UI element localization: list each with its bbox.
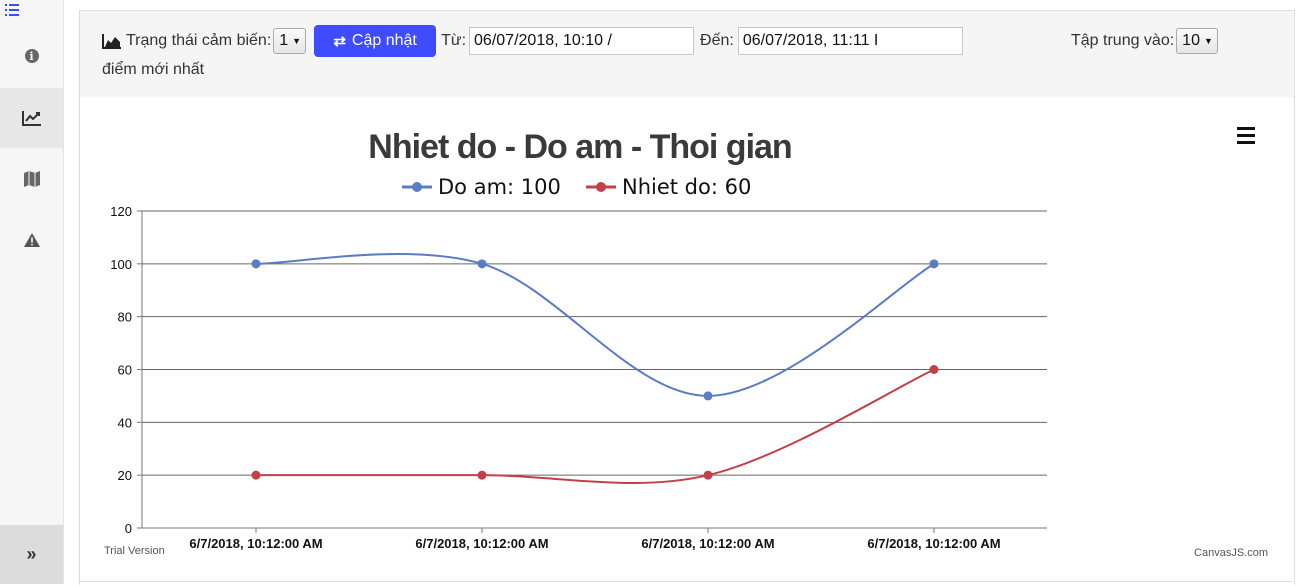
data-point <box>929 365 939 374</box>
data-point <box>703 391 713 401</box>
y-tick-label: 60 <box>118 363 132 378</box>
focus-select[interactable]: 10 ▼ <box>1176 28 1218 54</box>
list-ordered-icon[interactable] <box>4 2 24 22</box>
hamburger-icon-bar <box>1237 141 1255 144</box>
caret-down-icon: ▼ <box>1203 36 1213 46</box>
update-button-label: Cập nhật <box>351 32 417 49</box>
from-date-value: 06/07/2018, 10:10 / <box>474 32 612 49</box>
focus-group: Tập trung vào: 10 ▼ <box>1071 25 1218 57</box>
chart-legend: Do am: 100 Nhiet do: 60 <box>402 175 751 199</box>
sensor-select[interactable]: 1 ▼ <box>273 28 307 54</box>
double-chevron-right-icon: » <box>26 544 37 564</box>
to-date-value: 06/07/2018, 11:11 I <box>742 32 879 49</box>
line-chart-icon <box>21 111 41 126</box>
y-tick-label: 40 <box>118 415 132 430</box>
warning-icon <box>23 233 40 247</box>
sidebar-collapse-button[interactable]: » <box>0 525 63 584</box>
chart-grid <box>142 210 1047 529</box>
legend-marker <box>596 182 606 192</box>
data-point <box>251 259 261 269</box>
data-point <box>477 259 487 269</box>
sidebar-item-alerts[interactable] <box>0 210 63 270</box>
retweet-icon: ⇄ <box>333 33 346 50</box>
series-line <box>256 368 935 484</box>
panel-bottom-border <box>79 581 1293 582</box>
sidebar-item-info[interactable]: i <box>0 26 63 86</box>
sensor-status-label: Trạng thái cảm biến: <box>126 32 272 49</box>
y-axis: 0 20 40 60 80 100 120 <box>110 204 143 536</box>
from-date-input[interactable]: 06/07/2018, 10:10 / <box>469 27 695 55</box>
line-chart: Nhiet do - Do am - Thoi gian Do am: 100 N… <box>104 127 1268 559</box>
legend-label: Do am: 100 <box>438 175 561 199</box>
y-tick-label: 20 <box>118 468 132 483</box>
to-date-input[interactable]: 06/07/2018, 11:11 I <box>737 27 963 55</box>
chart-series <box>251 253 939 484</box>
x-tick-label: 6/7/2018, 10:12:00 AM <box>189 536 322 551</box>
canvasjs-credit[interactable]: CanvasJS.com <box>1194 547 1268 559</box>
data-point <box>703 470 713 480</box>
trial-watermark: Trial Version <box>104 545 165 557</box>
map-icon <box>23 171 40 187</box>
series-line <box>255 253 935 397</box>
to-label: Đến: <box>700 32 734 49</box>
sidebar-item-map[interactable] <box>0 149 63 209</box>
hamburger-icon-bar <box>1237 134 1255 137</box>
sensor-select-value: 1 <box>279 32 289 49</box>
x-tick-label: 6/7/2018, 10:12:00 AM <box>867 536 1000 551</box>
sidebar-item-chart[interactable] <box>0 88 63 148</box>
focus-label: Tập trung vào: <box>1071 32 1175 49</box>
info-icon: i <box>24 49 39 63</box>
legend-marker <box>412 182 422 192</box>
area-chart-icon <box>102 34 121 49</box>
toolbar-row: Trạng thái cảm biến: 1 ▼ ⇄ Cập nhật Từ: … <box>102 25 963 57</box>
x-axis: 6/7/2018, 10:12:00 AM 6/7/2018, 10:12:00 … <box>189 528 1001 551</box>
data-point <box>477 470 487 480</box>
update-button[interactable]: ⇄ Cập nhật <box>314 25 437 57</box>
x-tick-label: 6/7/2018, 10:12:00 AM <box>415 536 548 551</box>
legend-label: Nhiet do: 60 <box>622 175 751 199</box>
chart-container: Nhiet do - Do am - Thoi gian Do am: 100 N… <box>80 97 1293 581</box>
y-tick-label: 0 <box>125 521 132 536</box>
focus-select-value: 10 <box>1182 32 1200 49</box>
y-tick-label: 100 <box>110 257 132 272</box>
data-point <box>929 259 939 269</box>
hamburger-icon <box>1237 127 1255 130</box>
sidebar: i » <box>0 0 64 584</box>
chart-title: Nhiet do - Do am - Thoi gian <box>368 128 791 166</box>
chart-menu-button[interactable] <box>1237 127 1255 144</box>
y-tick-label: 120 <box>110 204 132 219</box>
focus-suffix: điểm mới nhất <box>102 61 205 78</box>
y-tick-label: 80 <box>118 310 132 325</box>
caret-down-icon: ▼ <box>292 36 302 46</box>
toolbar: Trạng thái cảm biến: 1 ▼ ⇄ Cập nhật Từ: … <box>80 11 1294 98</box>
from-label: Từ: <box>441 32 467 49</box>
x-tick-label: 6/7/2018, 10:12:00 AM <box>641 536 774 551</box>
data-point <box>251 470 261 480</box>
